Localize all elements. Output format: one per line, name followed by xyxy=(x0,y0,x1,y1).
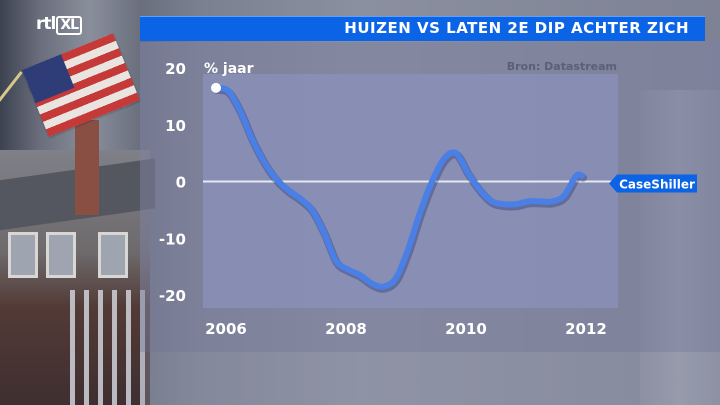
x-tick-label: 2010 xyxy=(445,320,487,338)
y-tick-label: 20 xyxy=(165,60,186,78)
x-tick-label: 2006 xyxy=(205,320,247,338)
bottom-band xyxy=(140,352,720,405)
chart-title: HUIZEN VS LATEN 2E DIP ACHTER ZICH xyxy=(344,19,689,37)
x-tick-labels: 2006 2008 2010 2012 xyxy=(205,320,607,338)
series-label-text: CaseShiller xyxy=(619,178,695,192)
series-start-point xyxy=(211,82,221,93)
chimney xyxy=(75,120,99,215)
logo-xl: XL xyxy=(56,16,83,35)
series-line-caseshiller xyxy=(213,84,585,290)
y-tick-label: -10 xyxy=(159,230,186,248)
y-axis-label: % jaar xyxy=(204,61,254,77)
y-tick-label: 0 xyxy=(176,174,186,192)
house-window xyxy=(98,232,128,278)
x-tick-label: 2012 xyxy=(565,320,607,338)
source-note: Bron: Datastream xyxy=(507,60,617,73)
house-window xyxy=(8,232,38,278)
logo-rtl: rtl xyxy=(36,14,56,34)
y-tick-labels: 20 10 0 -10 -20 xyxy=(159,60,186,305)
channel-logo: rtl XL xyxy=(36,14,83,35)
porch-rail xyxy=(70,290,150,405)
house-window xyxy=(46,232,76,278)
y-tick-label: 10 xyxy=(165,117,186,135)
plot-area xyxy=(203,74,618,308)
series-label-tag: CaseShiller xyxy=(609,174,697,193)
x-tick-label: 2008 xyxy=(325,320,367,338)
series-label-box xyxy=(609,174,697,193)
y-tick-label: -20 xyxy=(159,287,186,305)
title-bar: HUIZEN VS LATEN 2E DIP ACHTER ZICH xyxy=(140,16,705,41)
